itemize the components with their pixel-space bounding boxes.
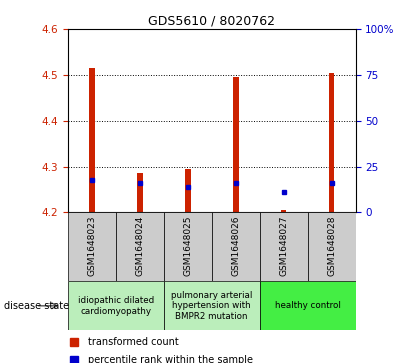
Bar bbox=[164, 212, 212, 281]
Text: GSM1648026: GSM1648026 bbox=[231, 216, 240, 276]
Bar bbox=[329, 73, 335, 212]
Text: GSM1648028: GSM1648028 bbox=[327, 216, 336, 276]
Text: GSM1648023: GSM1648023 bbox=[87, 216, 96, 276]
Bar bbox=[185, 169, 191, 212]
Bar bbox=[116, 212, 164, 281]
Bar bbox=[68, 212, 116, 281]
Bar bbox=[89, 68, 95, 212]
Bar bbox=[137, 174, 143, 212]
Bar bbox=[307, 212, 356, 281]
Text: GSM1648024: GSM1648024 bbox=[135, 216, 144, 276]
Title: GDS5610 / 8020762: GDS5610 / 8020762 bbox=[148, 15, 275, 28]
Text: GSM1648025: GSM1648025 bbox=[183, 216, 192, 276]
Bar bbox=[212, 212, 260, 281]
Text: transformed count: transformed count bbox=[88, 337, 179, 347]
Bar bbox=[164, 281, 260, 330]
Text: idiopathic dilated
cardiomyopathy: idiopathic dilated cardiomyopathy bbox=[78, 296, 154, 315]
Bar bbox=[233, 77, 238, 212]
Text: GSM1648027: GSM1648027 bbox=[279, 216, 288, 276]
Bar bbox=[260, 281, 356, 330]
Bar bbox=[281, 210, 286, 212]
Bar bbox=[260, 212, 307, 281]
Text: healthy control: healthy control bbox=[275, 301, 340, 310]
Text: disease state: disease state bbox=[4, 301, 69, 311]
Text: pulmonary arterial
hypertension with
BMPR2 mutation: pulmonary arterial hypertension with BMP… bbox=[171, 291, 252, 321]
Bar bbox=[68, 281, 164, 330]
Text: percentile rank within the sample: percentile rank within the sample bbox=[88, 355, 253, 363]
